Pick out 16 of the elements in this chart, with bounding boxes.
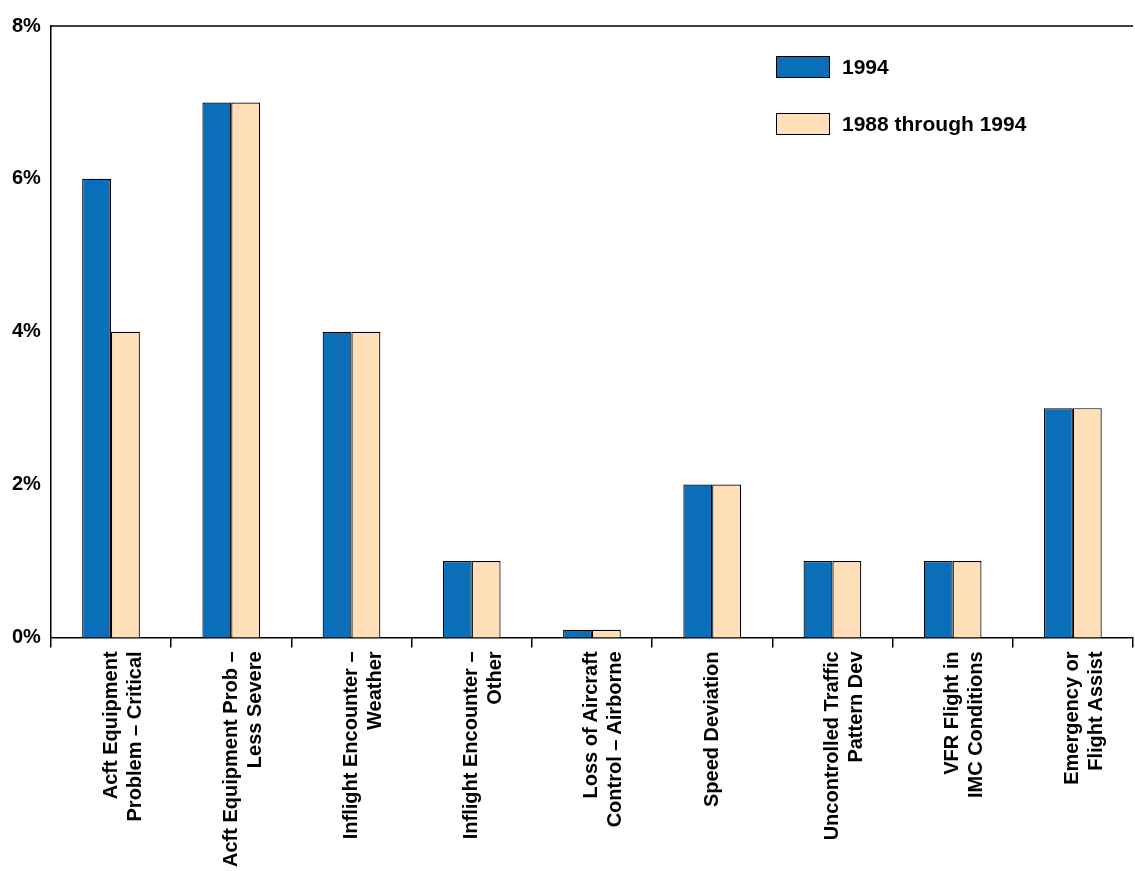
y-tick-label: 0%: [12, 624, 42, 647]
x-tick-label: VFR Flight in IMC Conditions: [940, 651, 987, 799]
x-tick-label: Emergency or Flight Assist: [1060, 651, 1107, 785]
legend-label: 1988 through 1994: [842, 112, 1027, 136]
y-tick-label: 2%: [12, 472, 42, 495]
y-tick-label: 6%: [12, 166, 42, 189]
x-tick-label: Loss of Aircraft Control – Airborne: [579, 651, 626, 828]
x-tick-label: Inflight Encounter – Weather: [339, 651, 385, 840]
x-tick-label: Inflight Encounter – Other: [459, 651, 506, 840]
x-tick-label: Uncontrolled Traffic Pattern Dev: [819, 650, 866, 841]
y-tick-label: 4%: [12, 319, 42, 342]
x-tick-label: Speed Deviation: [699, 651, 722, 808]
y-tick-label: 8%: [12, 13, 42, 36]
legend-label: 1994: [842, 55, 889, 79]
x-tick-label: Acft Equipment Problem – Critical: [98, 651, 145, 822]
x-tick-label: Acft Equipment Prob – Less Severe: [218, 651, 265, 868]
